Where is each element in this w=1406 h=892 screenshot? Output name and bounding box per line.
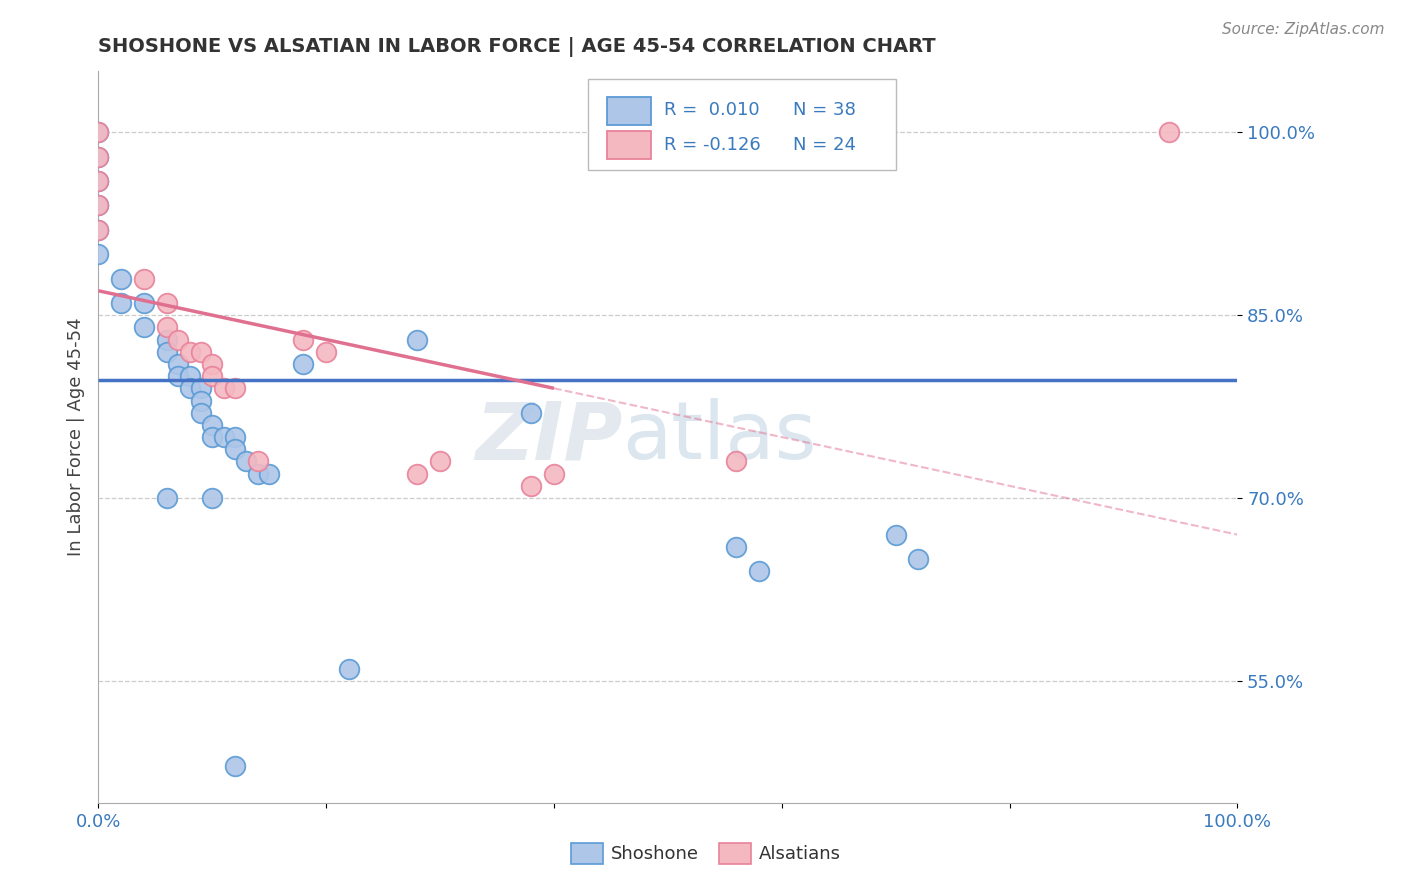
Point	[87, 174, 110, 188]
Point	[292, 333, 315, 347]
Point	[156, 491, 179, 505]
Point	[429, 454, 451, 468]
Point	[132, 320, 155, 334]
Point	[235, 454, 257, 468]
Point	[190, 381, 212, 395]
Point	[246, 467, 269, 481]
Point	[110, 271, 132, 285]
Point	[201, 430, 224, 444]
Point	[201, 357, 224, 371]
Point	[167, 369, 190, 384]
Point	[907, 552, 929, 566]
Text: ZIP: ZIP	[475, 398, 623, 476]
Bar	[571, 843, 603, 863]
Point	[292, 357, 315, 371]
Text: SHOSHONE VS ALSATIAN IN LABOR FORCE | AGE 45-54 CORRELATION CHART: SHOSHONE VS ALSATIAN IN LABOR FORCE | AG…	[98, 37, 936, 57]
Y-axis label: In Labor Force | Age 45-54: In Labor Force | Age 45-54	[66, 318, 84, 557]
Point	[259, 467, 281, 481]
Point	[87, 150, 110, 164]
FancyBboxPatch shape	[588, 78, 896, 170]
Point	[315, 344, 337, 359]
Point	[87, 125, 110, 139]
Text: Shoshone: Shoshone	[612, 845, 699, 863]
Point	[190, 393, 212, 408]
Point	[190, 344, 212, 359]
Point	[201, 417, 224, 432]
Point	[884, 527, 907, 541]
Point	[406, 333, 429, 347]
Point	[179, 381, 201, 395]
Point	[212, 430, 235, 444]
Point	[725, 540, 748, 554]
Point	[406, 467, 429, 481]
Point	[87, 198, 110, 212]
Text: Alsatians: Alsatians	[759, 845, 841, 863]
Point	[87, 150, 110, 164]
Point	[179, 369, 201, 384]
Point	[156, 344, 179, 359]
Point	[179, 344, 201, 359]
Point	[1157, 125, 1180, 139]
Text: atlas: atlas	[623, 398, 817, 476]
Point	[156, 296, 179, 310]
Point	[110, 296, 132, 310]
Bar	[718, 843, 751, 863]
Text: N = 24: N = 24	[793, 136, 856, 153]
Point	[224, 381, 246, 395]
Point	[337, 662, 360, 676]
Point	[543, 467, 565, 481]
Text: N = 38: N = 38	[793, 101, 856, 120]
Bar	[607, 131, 651, 159]
Point	[167, 333, 190, 347]
Point	[132, 296, 155, 310]
Text: R =  0.010: R = 0.010	[665, 101, 761, 120]
Point	[87, 223, 110, 237]
Point	[246, 454, 269, 468]
Point	[87, 174, 110, 188]
Point	[132, 271, 155, 285]
Point	[190, 406, 212, 420]
Point	[87, 247, 110, 261]
Point	[156, 333, 179, 347]
Point	[224, 442, 246, 457]
Point	[156, 320, 179, 334]
Bar	[607, 97, 651, 125]
Point	[520, 406, 543, 420]
Point	[748, 564, 770, 578]
Point	[201, 369, 224, 384]
Point	[167, 357, 190, 371]
Point	[224, 759, 246, 773]
Point	[212, 381, 235, 395]
Point	[87, 223, 110, 237]
Text: Source: ZipAtlas.com: Source: ZipAtlas.com	[1222, 22, 1385, 37]
Point	[520, 479, 543, 493]
Point	[201, 491, 224, 505]
Point	[87, 198, 110, 212]
Point	[224, 430, 246, 444]
Point	[87, 125, 110, 139]
Point	[725, 454, 748, 468]
Text: R = -0.126: R = -0.126	[665, 136, 761, 153]
